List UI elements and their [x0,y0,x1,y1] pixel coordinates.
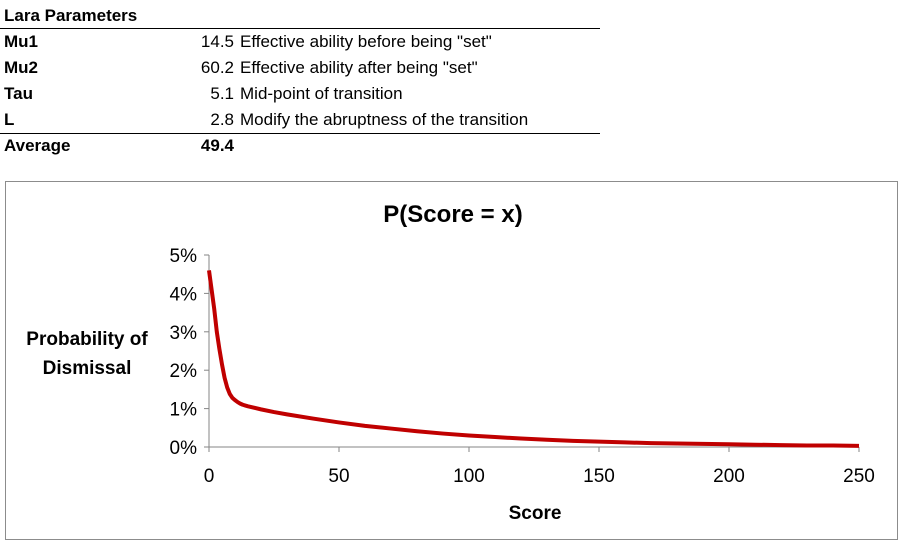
x-tick-label: 0 [204,466,215,487]
param-row-mu1: Mu1 14.5 Effective ability before being … [0,29,600,56]
average-label: Average [4,136,71,155]
param-value: 5.1 [210,84,234,103]
param-description: Mid-point of transition [240,84,403,103]
y-tick-label: 2% [170,361,198,382]
x-tick-label: 50 [328,466,349,487]
param-row-tau: Tau 5.1 Mid-point of transition [0,81,600,107]
param-value: 60.2 [200,58,234,77]
y-tick-label: 1% [170,400,198,421]
param-description: Effective ability before being "set" [240,32,492,51]
axes: 0% 1% 2% 3% 4% 5% 0 50 100 150 200 250 [170,246,875,487]
y-tick-label: 4% [170,284,198,305]
probability-chart: P(Score = x) Probability of Dismissal Sc… [26,201,875,524]
y-axis-label-line1: Probability of [26,329,148,350]
param-value: 2.8 [194,107,238,134]
parameters-header-row: Lara Parameters [0,4,600,29]
chart-area: P(Score = x) Probability of Dismissal Sc… [5,181,898,540]
chart-title: P(Score = x) [383,201,522,228]
average-value: 49.4 [200,136,234,155]
x-axis-label: Score [509,503,562,524]
y-axis-label-line2: Dismissal [43,358,132,379]
param-name: Tau [4,84,33,103]
param-value: 14.5 [200,32,234,51]
param-row-l: L 2.8 Modify the abruptness of the trans… [0,107,600,134]
y-tick-label: 5% [170,246,198,267]
average-row: Average 49.4 [0,134,600,159]
x-tick-label: 150 [583,466,615,487]
x-tick-label: 100 [453,466,485,487]
y-tick-label: 0% [170,438,198,459]
param-row-mu2: Mu2 60.2 Effective ability after being "… [0,55,600,81]
parameters-title: Lara Parameters [0,4,600,29]
param-name: Mu1 [4,32,38,51]
param-description: Effective ability after being "set" [240,58,478,77]
param-description: Modify the abruptness of the transition [238,107,600,134]
x-tick-label: 250 [843,466,875,487]
y-tick-label: 3% [170,323,198,344]
x-tick-label: 200 [713,466,745,487]
parameters-table: Lara Parameters Mu1 14.5 Effective abili… [0,4,600,158]
param-name: Mu2 [4,58,38,77]
series-layer [207,270,860,448]
param-name: L [0,107,194,134]
series-line-0 [207,270,860,448]
